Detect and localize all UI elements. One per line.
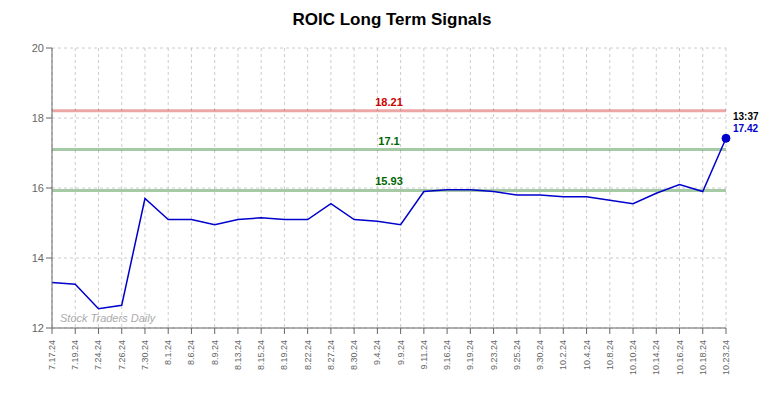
svg-text:10.4.24: 10.4.24 <box>582 340 592 370</box>
svg-text:10.16.24: 10.16.24 <box>675 340 685 375</box>
svg-text:16: 16 <box>32 182 44 194</box>
svg-text:10.23.24: 10.23.24 <box>721 340 731 375</box>
svg-text:18.21: 18.21 <box>375 96 403 108</box>
svg-text:9.25.24: 9.25.24 <box>512 340 522 370</box>
svg-text:13:37: 13:37 <box>733 111 759 122</box>
svg-text:12: 12 <box>32 322 44 334</box>
svg-text:8.1.24: 8.1.24 <box>163 340 173 365</box>
svg-text:8.9.24: 8.9.24 <box>210 340 220 365</box>
html-text:Stock Traders Daily: Stock Traders Daily <box>60 312 156 324</box>
svg-text:10.10.24: 10.10.24 <box>628 340 638 375</box>
svg-text:7.17.24: 7.17.24 <box>47 340 57 370</box>
svg-text:10.8.24: 10.8.24 <box>605 340 615 370</box>
svg-text:8.22.24: 8.22.24 <box>303 340 313 370</box>
svg-text:10.18.24: 10.18.24 <box>698 340 708 375</box>
svg-text:17.1: 17.1 <box>378 135 399 147</box>
svg-text:17.42: 17.42 <box>733 123 758 134</box>
svg-text:9.16.24: 9.16.24 <box>442 340 452 370</box>
svg-text:15.93: 15.93 <box>375 175 403 187</box>
svg-text:14: 14 <box>32 252 44 264</box>
svg-text:8.6.24: 8.6.24 <box>186 340 196 365</box>
svg-text:20: 20 <box>32 42 44 54</box>
svg-text:7.24.24: 7.24.24 <box>93 340 103 370</box>
svg-text:9.30.24: 9.30.24 <box>535 340 545 370</box>
svg-text:9.9.24: 9.9.24 <box>396 340 406 365</box>
svg-text:8.27.24: 8.27.24 <box>326 340 336 370</box>
svg-text:8.30.24: 8.30.24 <box>349 340 359 370</box>
html-text:ROIC Long Term Signals: ROIC Long Term Signals <box>292 10 492 29</box>
svg-text:9.23.24: 9.23.24 <box>489 340 499 370</box>
svg-text:8.15.24: 8.15.24 <box>256 340 266 370</box>
svg-text:9.19.24: 9.19.24 <box>465 340 475 370</box>
svg-text:9.4.24: 9.4.24 <box>372 340 382 365</box>
svg-text:8.13.24: 8.13.24 <box>233 340 243 370</box>
svg-text:8.19.24: 8.19.24 <box>279 340 289 370</box>
svg-text:18: 18 <box>32 112 44 124</box>
svg-text:9.11.24: 9.11.24 <box>419 340 429 369</box>
svg-text:7.19.24: 7.19.24 <box>70 340 80 370</box>
svg-text:10.14.24: 10.14.24 <box>651 340 661 375</box>
svg-text:7.30.24: 7.30.24 <box>140 340 150 370</box>
svg-text:7.26.24: 7.26.24 <box>117 340 127 370</box>
svg-text:10.2.24: 10.2.24 <box>558 340 568 370</box>
